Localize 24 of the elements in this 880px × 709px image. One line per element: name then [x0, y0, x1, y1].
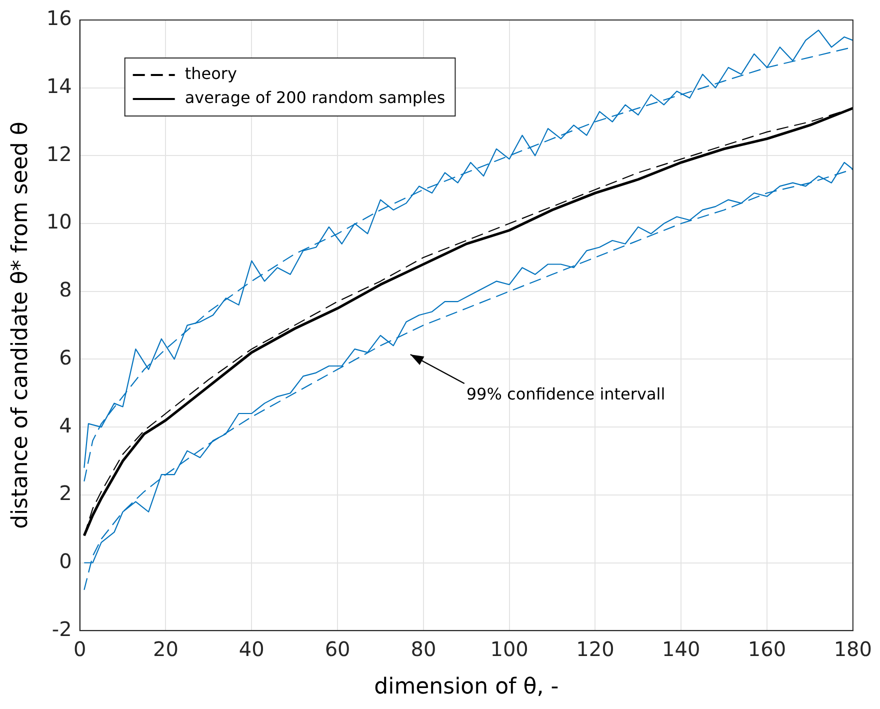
x-tick-label: 140 — [662, 636, 700, 661]
y-tick-label: 8 — [59, 278, 72, 302]
x-tick-label: 120 — [576, 636, 614, 661]
y-tick-label: 10 — [46, 210, 72, 234]
y-tick-label: 14 — [46, 74, 72, 98]
x-tick-label: 80 — [410, 636, 436, 661]
x-tick-label: 40 — [238, 636, 264, 661]
x-tick-label: 20 — [153, 636, 178, 661]
y-tick-label: -2 — [52, 616, 72, 641]
y-tick-label: 6 — [59, 345, 72, 370]
y-tick-label: 4 — [59, 413, 72, 438]
legend-label: theory — [184, 64, 237, 84]
y-tick-label: 16 — [46, 6, 72, 30]
y-axis-title: distance of candidate θ* from seed θ — [8, 122, 33, 529]
x-tick-label: 180 — [834, 636, 872, 661]
x-tick-label: 60 — [324, 636, 350, 661]
annotation: 99% confidence intervall — [466, 384, 666, 404]
x-tick-label: 160 — [748, 636, 786, 661]
x-axis-title: dimension of θ, - — [374, 674, 559, 700]
y-tick-label: 2 — [59, 481, 72, 506]
y-tick-label: 12 — [46, 142, 72, 166]
legend-label: average of 200 random samples — [184, 88, 446, 108]
x-tick-label: 100 — [490, 636, 528, 661]
y-tick-label: 0 — [59, 548, 72, 573]
